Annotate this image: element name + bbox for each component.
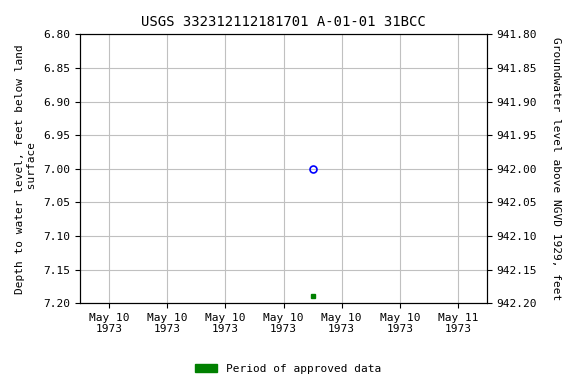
Y-axis label: Depth to water level, feet below land
 surface: Depth to water level, feet below land su… — [15, 44, 37, 294]
Title: USGS 332312112181701 A-01-01 31BCC: USGS 332312112181701 A-01-01 31BCC — [141, 15, 426, 29]
Legend: Period of approved data: Period of approved data — [191, 359, 385, 379]
Y-axis label: Groundwater level above NGVD 1929, feet: Groundwater level above NGVD 1929, feet — [551, 37, 561, 300]
